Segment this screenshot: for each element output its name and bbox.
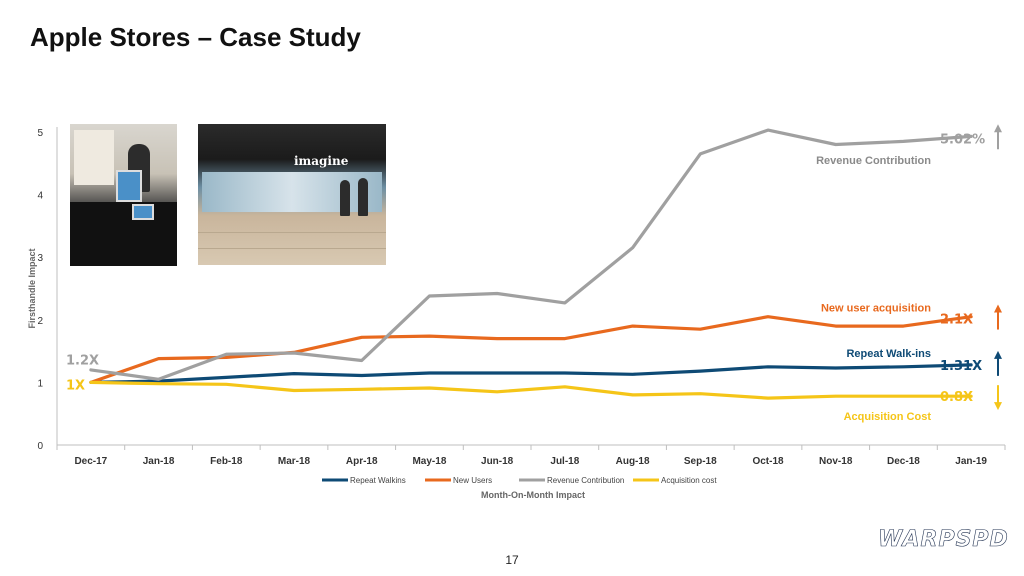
floor-tile-line <box>198 248 386 249</box>
store-sign-text: imagine <box>294 154 349 168</box>
series-line <box>89 363 973 384</box>
tablet-display <box>132 204 154 220</box>
y-tick-labels: 0 1 2 3 4 5 <box>37 128 43 452</box>
apple-store-counter-photo <box>70 124 177 266</box>
shelf-shape <box>74 130 114 185</box>
end-value-label: 2.1X <box>940 313 973 328</box>
x-tick-label: Mar-18 <box>278 456 311 467</box>
start-value-label: 1.2X <box>66 353 99 368</box>
legend-entry-label: Revenue Contribution <box>547 476 624 485</box>
chart-annotations: 1.2X 1X 5.02% 2.1X 1.31X 0.8X Revenue Contribu… <box>66 124 1002 423</box>
legend-entry-label: Acquisition cost <box>661 476 717 485</box>
x-tick-labels: Dec-17 Jan-18 Feb-18 Mar-18 Apr-18 May-18 Jun-… <box>56 445 1006 467</box>
x-tick-label: Jan-18 <box>143 456 175 467</box>
series-lines <box>89 128 973 400</box>
y-tick-label: 5 <box>37 128 43 139</box>
x-tick-label: Jul-18 <box>550 456 579 467</box>
x-tick-label: Feb-18 <box>210 456 243 467</box>
customer-figure <box>358 178 368 216</box>
x-tick-label: Apr-18 <box>346 456 378 467</box>
arrow-up-icon <box>994 124 1002 133</box>
customer-figure <box>340 180 350 216</box>
start-value-label: 1X <box>66 379 85 394</box>
y-tick-label: 2 <box>37 316 43 327</box>
series-line <box>89 380 973 400</box>
x-axis-label: Month-On-Month Impact <box>481 490 585 500</box>
series-line <box>89 315 973 384</box>
legend-entry-label: New Users <box>453 476 492 485</box>
y-tick-label: 1 <box>37 378 43 389</box>
counter-shape <box>70 202 177 266</box>
y-tick-label: 0 <box>37 441 43 452</box>
x-tick-label: May-18 <box>412 456 446 467</box>
x-tick-label: Jun-18 <box>481 456 514 467</box>
legend-entry-label: Repeat Walkins <box>350 476 406 485</box>
floor-tile-line <box>198 232 386 233</box>
series-callout-label: Revenue Contribution <box>816 155 931 167</box>
end-value-label: 1.31X <box>940 359 982 374</box>
x-tick-label: Dec-17 <box>74 456 107 467</box>
imagine-storefront-photo: imagine <box>198 124 386 265</box>
arrow-up-icon <box>994 350 1002 359</box>
series-callout-label: Repeat Walk-ins <box>846 348 931 360</box>
y-tick-label: 3 <box>37 253 43 264</box>
series-line <box>89 128 973 381</box>
x-tick-label: Aug-18 <box>616 456 650 467</box>
y-tick-label: 4 <box>37 191 43 202</box>
end-value-label: 5.02% <box>940 132 985 147</box>
slide-title: Apple Stores – Case Study <box>30 22 361 52</box>
tablet-display <box>116 170 142 202</box>
warpspd-logo: WARPSPD <box>878 527 1009 553</box>
x-tick-label: Jan-19 <box>955 456 987 467</box>
x-tick-label: Oct-18 <box>752 456 784 467</box>
arrow-up-icon <box>994 304 1002 313</box>
x-tick-label: Dec-18 <box>887 456 920 467</box>
arrow-down-icon <box>994 402 1002 411</box>
x-tick-label: Sep-18 <box>684 456 717 467</box>
end-value-label: 0.8X <box>940 390 973 405</box>
storefront-glass <box>202 172 382 212</box>
series-callout-label: New user acquisition <box>821 302 931 314</box>
page-number: 17 <box>505 553 519 567</box>
chart-legend: Repeat Walkins New Users Revenue Contribut… <box>322 476 717 485</box>
series-callout-label: Acquisition Cost <box>844 411 932 423</box>
x-tick-label: Nov-18 <box>819 456 853 467</box>
y-axis-label: Firsthandle Impact <box>27 248 37 328</box>
